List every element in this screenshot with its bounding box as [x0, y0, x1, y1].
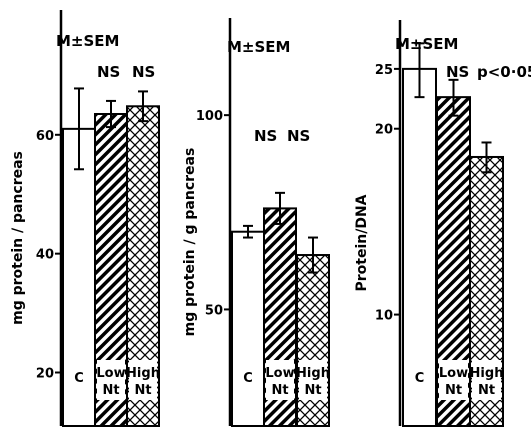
significance-label: NS — [254, 127, 277, 145]
category-label-line: High — [470, 366, 504, 381]
bar-3 — [296, 254, 330, 427]
y-tick-label: 50 — [205, 303, 223, 318]
category-label-line: Low — [439, 366, 468, 381]
category-label-box — [266, 360, 294, 400]
chart-panel-1: 20 40 60 mg protein / pancreas C Low Nt High Nt M… — [10, 10, 160, 427]
y-tick-label: 20 — [36, 367, 54, 382]
category-label-line: Nt — [304, 383, 321, 398]
y-tick-label: 60 — [36, 129, 54, 144]
chart-panel-2: 50 100 mg protein / g pancreas C Low Nt High Nt… — [182, 18, 330, 427]
category-label: Low Nt — [265, 366, 294, 398]
category-label-box — [129, 360, 157, 400]
category-label-box — [97, 360, 125, 400]
significance-label: NS — [132, 63, 155, 81]
category-label: C — [243, 371, 253, 386]
category-label-box — [472, 360, 501, 400]
category-label-line: High — [126, 366, 160, 381]
y-axis-label: Protein/DNA — [354, 194, 370, 291]
bar-1 — [402, 67, 437, 428]
category-label-line: Low — [96, 366, 125, 381]
category-label-line: High — [296, 366, 330, 381]
y-tick-label: 100 — [196, 109, 223, 124]
category-label-line: Nt — [102, 383, 119, 398]
significance-label: NS — [97, 63, 120, 81]
category-label: Low Nt — [96, 366, 125, 398]
bar-1 — [62, 127, 96, 427]
stat-summary-label: M±SEM — [56, 32, 119, 50]
category-label: C — [74, 371, 84, 386]
y-tick-label: 20 — [375, 123, 393, 138]
category-label: High Nt — [470, 366, 504, 398]
category-label-box — [439, 360, 468, 400]
category-label-line: Nt — [478, 383, 495, 398]
stat-summary-label: M±SEM — [395, 35, 458, 53]
category-label-line: Nt — [134, 383, 151, 398]
y-tick-label: 25 — [375, 63, 393, 78]
significance-label: p<0·05 — [477, 63, 531, 81]
stat-summary-label: M±SEM — [227, 38, 290, 56]
y-tick-label: 40 — [36, 248, 54, 263]
y-axis-label: mg protein / g pancreas — [182, 148, 198, 337]
category-label: High Nt — [126, 366, 160, 398]
y-axis-label: mg protein / pancreas — [10, 151, 26, 325]
y-tick-label: 10 — [375, 309, 393, 324]
category-label-line: Nt — [445, 383, 462, 398]
category-label-line: Nt — [271, 383, 288, 398]
category-label-box — [299, 360, 327, 400]
category-label: Low Nt — [439, 366, 468, 398]
category-label: C — [415, 371, 425, 386]
significance-label: NS — [446, 63, 469, 81]
significance-label: NS — [287, 127, 310, 145]
category-label: High Nt — [296, 366, 330, 398]
chart-panel-3: 10 20 25 Protein/DNA C Low Nt High Nt M±SEM NS p<0·… — [354, 20, 531, 428]
bar-1 — [231, 230, 265, 427]
category-label-line: Low — [265, 366, 294, 381]
